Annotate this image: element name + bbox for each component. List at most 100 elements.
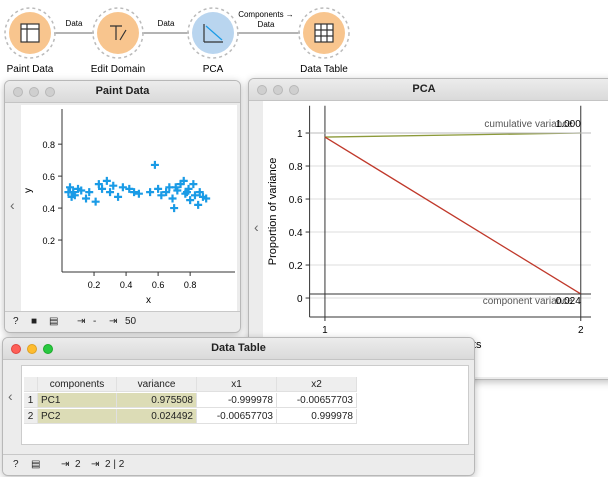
input-icon: ⇥ xyxy=(77,316,86,327)
link-label: Data xyxy=(258,20,275,29)
point xyxy=(102,176,111,185)
point xyxy=(77,186,86,195)
input-count: - xyxy=(93,316,97,327)
point xyxy=(154,184,163,193)
table-cell: PC2 xyxy=(38,409,117,424)
y-axis-label: y xyxy=(23,188,34,193)
point xyxy=(118,183,127,192)
link-label: Components → xyxy=(238,10,294,19)
node-pca[interactable] xyxy=(192,12,234,54)
point xyxy=(125,184,134,193)
output-count: 50 xyxy=(125,316,137,327)
x-tick-label: 0.4 xyxy=(120,280,133,290)
y-tick-label: 0.8 xyxy=(289,162,303,173)
input-icon: ⇥ xyxy=(61,459,70,470)
point xyxy=(106,188,115,197)
table-cell: 0.975508 xyxy=(117,393,197,408)
report-icon[interactable]: ▤ xyxy=(49,316,59,327)
window-title: PCA xyxy=(412,83,436,95)
output-icon: ⇥ xyxy=(109,316,118,327)
point xyxy=(130,188,139,197)
node-edit-domain[interactable] xyxy=(97,12,139,54)
point xyxy=(168,194,177,203)
point xyxy=(109,181,118,190)
row-number: 2 xyxy=(24,409,38,424)
node-label: Data Table xyxy=(300,64,348,75)
help-icon[interactable]: ? xyxy=(13,316,19,327)
title-bar: Paint Data xyxy=(5,81,240,103)
pca-window: PCA ‹ 00.20.40.60.8112ComponentsProporti… xyxy=(248,78,608,380)
point xyxy=(91,197,100,206)
y-tick-label: 0 xyxy=(297,294,303,305)
x-tick-label: 0.8 xyxy=(184,280,197,290)
point xyxy=(150,160,159,169)
table: components variance x1 x2 1 PC1 0.975508 -0.999… xyxy=(21,365,469,445)
node-label: Paint Data xyxy=(7,64,54,75)
output-count: 2 | 2 xyxy=(105,459,125,470)
y-tick-label: 0.4 xyxy=(289,228,303,239)
point xyxy=(186,196,195,205)
report-icon[interactable]: ▤ xyxy=(31,459,41,470)
point xyxy=(70,191,79,200)
title-bar: PCA xyxy=(249,79,608,101)
point xyxy=(162,188,171,197)
collapse-arrow[interactable]: ‹ xyxy=(8,388,13,404)
node-label: PCA xyxy=(203,64,224,75)
table-cell: -0.00657703 xyxy=(277,393,357,408)
column-header: x1 xyxy=(197,377,277,392)
save-icon[interactable]: ■ xyxy=(31,316,38,327)
x-axis-label: x xyxy=(146,295,151,306)
point xyxy=(98,184,107,193)
data-table-window: Data Table ‹ components variance x1 x2 1 PC1 0… xyxy=(2,337,475,476)
column-header: x2 xyxy=(277,377,357,392)
x-tick-label: 1 xyxy=(322,325,328,336)
point xyxy=(114,192,123,201)
table-cell: -0.00657703 xyxy=(197,409,277,424)
node-label: Edit Domain xyxy=(91,64,145,75)
y-tick-label: 1 xyxy=(297,129,303,140)
help-icon[interactable]: ? xyxy=(13,459,19,470)
point xyxy=(85,188,94,197)
x-tick-label: 0.2 xyxy=(88,280,101,290)
window-title: Paint Data xyxy=(95,85,150,97)
x-tick-label: 0.6 xyxy=(152,280,165,290)
y-axis-label: Proportion of variance xyxy=(267,158,279,266)
y-tick-label: 0.6 xyxy=(42,172,55,182)
table-cell: 0.999978 xyxy=(277,409,357,424)
point xyxy=(94,180,103,189)
title-bar: Data Table xyxy=(3,338,474,360)
table-cell: 0.024492 xyxy=(117,409,197,424)
column-header: components xyxy=(38,377,117,392)
point xyxy=(170,204,179,213)
end-label: 0.024 xyxy=(556,296,581,307)
point xyxy=(195,188,204,197)
input-count: 2 xyxy=(75,459,81,470)
series-label: cumulative variance xyxy=(484,119,573,130)
corner-cell xyxy=(24,377,38,392)
y-tick-label: 0.2 xyxy=(42,236,55,246)
column-header: variance xyxy=(117,377,197,392)
point xyxy=(194,200,203,209)
paint-data-window: Paint Data ‹ 0.2 0.4 0.6 0.8 0.2 0.4 0.6 0.8 x y … xyxy=(4,80,241,333)
status-bar: ? ▤ ⇥ 2 ⇥ 2 | 2 xyxy=(3,454,474,475)
table-cell: PC1 xyxy=(38,393,117,408)
y-tick-label: 0.8 xyxy=(42,140,55,150)
link-label: Data xyxy=(158,19,175,28)
point xyxy=(189,180,198,189)
collapse-arrow[interactable]: ‹ xyxy=(10,197,15,213)
end-label: 1.000 xyxy=(556,119,581,130)
series-line xyxy=(324,136,582,295)
paint-chart: 0.2 0.4 0.6 0.8 0.2 0.4 0.6 0.8 x y xyxy=(21,105,237,311)
y-tick-label: 0.2 xyxy=(289,261,303,272)
window-title: Data Table xyxy=(211,342,266,354)
output-icon: ⇥ xyxy=(91,459,100,470)
point xyxy=(134,189,143,198)
series-label: component variance xyxy=(483,296,573,307)
row-number: 1 xyxy=(24,393,38,408)
point xyxy=(146,188,155,197)
link-label: Data xyxy=(66,19,83,28)
point xyxy=(82,194,91,203)
collapse-arrow[interactable]: ‹ xyxy=(254,219,259,235)
